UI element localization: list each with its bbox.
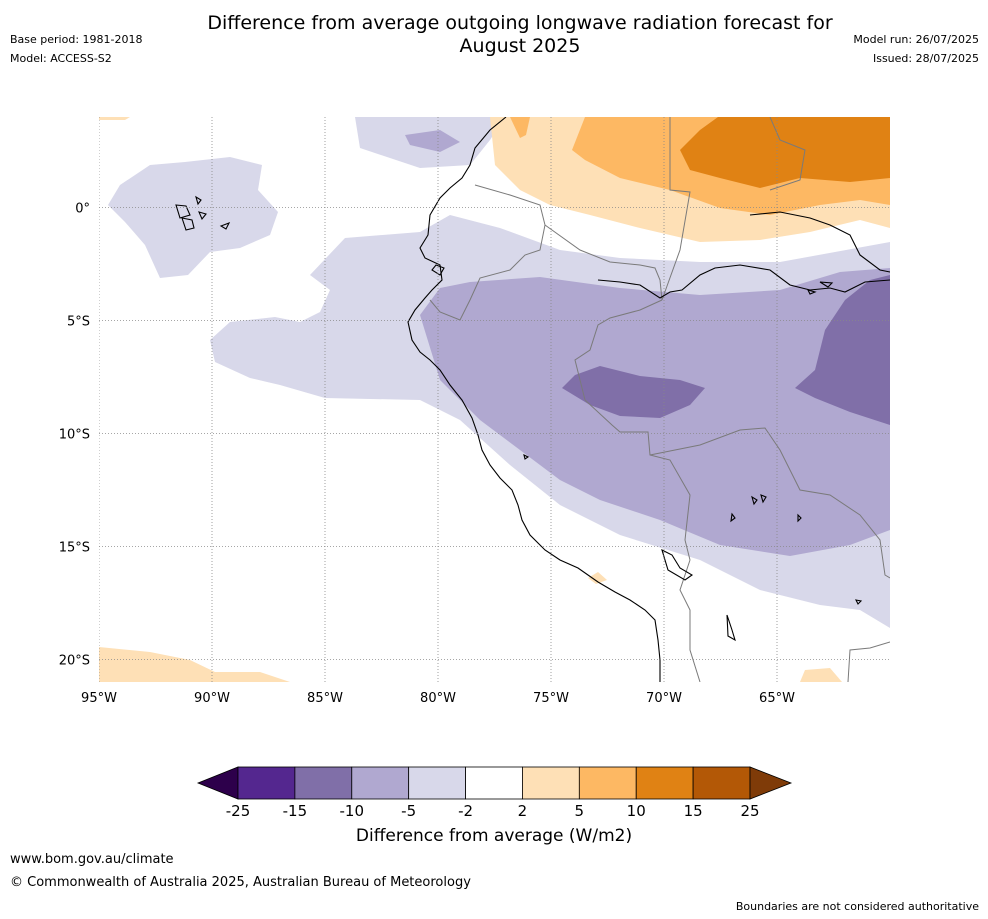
anomaly-region-light-orange-coast (588, 572, 607, 584)
colorbar-segment (465, 766, 523, 800)
colorbar-tick-label: -5 (401, 802, 416, 820)
latitude-label: 20°S (59, 653, 90, 668)
longitude-label: 75°W (533, 691, 569, 706)
colorbar-tick-label: 5 (575, 802, 585, 820)
longitude-label: 95°W (81, 691, 117, 706)
colorbar-segment (578, 766, 637, 800)
map-title: Difference from average outgoing longwav… (100, 12, 940, 58)
colorbar-segment (408, 766, 466, 800)
colorbar: -25 -15 -10 -5 -2 2 5 10 15 25 (196, 766, 793, 820)
colorbar-tick-label: -25 (226, 802, 251, 820)
anomaly-region-light-orange-se (800, 668, 842, 682)
anomaly-region-galapagos (108, 157, 278, 278)
map-area (99, 117, 890, 682)
latitude-label: 15°S (59, 540, 90, 555)
longitude-label: 90°W (194, 691, 230, 706)
anomaly-region-dark-orange (680, 117, 890, 188)
colorbar-segment (635, 766, 694, 800)
axis-labels: 95°W 90°W 85°W 80°W 75°W 70°W 65°W 0° 5°S 10°S 15°… (59, 201, 795, 706)
model-run: Model run: 26/07/2025 (853, 33, 979, 46)
colorbar-title: Difference from average (W/m2) (355, 826, 633, 846)
colorbar-segment (294, 766, 353, 800)
colorbar-segment (692, 766, 751, 800)
copyright-notice: © Commonwealth of Australia 2025, Austra… (10, 875, 471, 890)
anomaly-region-north-mid (405, 130, 460, 152)
model-name: Model: ACCESS-S2 (10, 52, 112, 65)
anomaly-region-dark-purple-2 (795, 275, 890, 425)
longitude-label: 65°W (759, 691, 795, 706)
coastlines (175, 117, 890, 682)
colorbar-over-arrow (749, 766, 793, 800)
colorbar-segment (522, 766, 580, 800)
colorbar-under-arrow (196, 766, 239, 800)
colorbar-tick-label: -2 (458, 802, 473, 820)
longitude-label: 70°W (646, 691, 682, 706)
website-link[interactable]: www.bom.gov.au/climate (10, 852, 174, 867)
anomaly-region-medium-orange-small (510, 117, 530, 138)
colorbar-tick-label: 25 (740, 802, 759, 820)
anomaly-region-light-orange-nw (99, 117, 130, 120)
colorbar-tick-label: 10 (627, 802, 646, 820)
boundaries-disclaimer: Boundaries are not considered authoritat… (735, 900, 979, 913)
latitude-label: 5°S (67, 314, 90, 329)
colorbar-tick-label: -15 (283, 802, 308, 820)
colorbar-segment (351, 766, 410, 800)
longitude-label: 80°W (420, 691, 456, 706)
colorbar-tick-label: 2 (518, 802, 528, 820)
anomaly-region-light-orange-sw (99, 647, 290, 682)
issued-date: Issued: 28/07/2025 (872, 52, 979, 65)
latitude-label: 10°S (59, 427, 90, 442)
map-title-line2: August 2025 (459, 35, 581, 57)
anomaly-region-dark-purple-1 (562, 366, 705, 418)
colorbar-segment (237, 766, 296, 800)
map-title-line1: Difference from average outgoing longwav… (207, 12, 833, 34)
graticule (99, 117, 890, 682)
longitude-label: 85°W (307, 691, 343, 706)
latitude-label: 0° (75, 201, 90, 216)
colorbar-tick-label: 15 (684, 802, 703, 820)
colorbar-tick-label: -10 (340, 802, 365, 820)
base-period: Base period: 1981-2018 (10, 33, 143, 46)
